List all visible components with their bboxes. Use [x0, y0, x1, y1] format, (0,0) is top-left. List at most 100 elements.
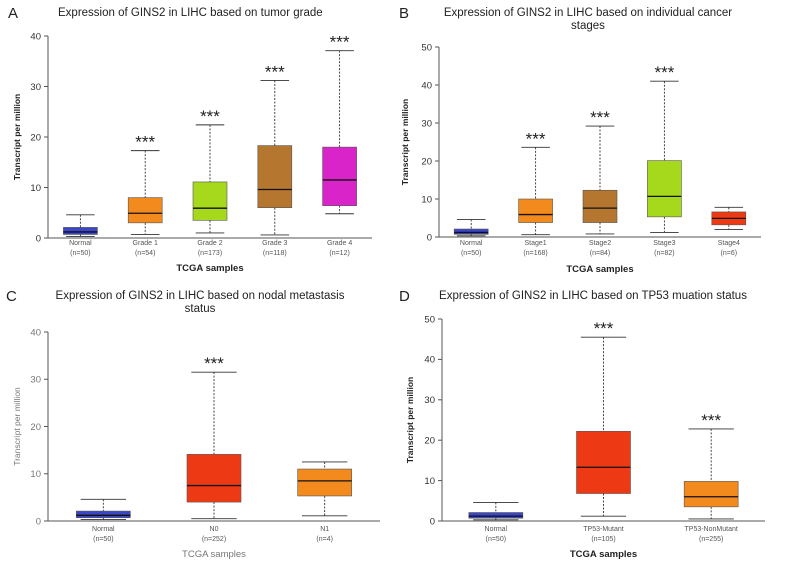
x-tick-sample-count: (n=105) [591, 536, 615, 543]
y-tick-label: 40 [30, 327, 41, 338]
box-iqr [322, 146, 357, 206]
x-tick-label: Grade 3 [262, 240, 287, 247]
y-tick-label: 30 [30, 82, 41, 93]
box-group: *** [257, 62, 293, 236]
x-axis-label: TCGA samples [182, 549, 246, 560]
significance-marker: *** [701, 411, 721, 430]
box-group: *** [186, 354, 242, 520]
x-tick-label: Normal [485, 526, 508, 533]
x-tick-sample-count: (n=54) [135, 250, 155, 257]
box-group: *** [127, 133, 163, 235]
x-axis-label: TCGA samples [176, 263, 243, 274]
x-axis-label: TCGA samples [570, 549, 637, 560]
boxplot-nodal-metastasis: C Expression of GINS2 in LIHC based on no… [6, 288, 380, 560]
significance-marker: *** [135, 133, 155, 152]
x-tick-sample-count: (n=252) [202, 536, 226, 543]
box-iqr [576, 431, 631, 494]
box-iqr [192, 181, 228, 221]
y-tick-label: 20 [421, 156, 432, 167]
chart-panel-c: C Expression of GINS2 in LIHC based on no… [0, 283, 392, 564]
y-axis-label: Transcript per million [12, 94, 22, 180]
significance-marker: *** [654, 63, 674, 82]
significance-marker: *** [204, 354, 224, 373]
box-group [76, 498, 131, 521]
y-tick-label: 50 [421, 42, 432, 53]
x-axis-label: TCGA samples [566, 264, 633, 275]
box-group [711, 206, 747, 230]
x-tick-sample-count: (n=6) [721, 250, 738, 257]
box-iqr [297, 468, 352, 497]
x-tick-label: Grade 4 [327, 240, 352, 247]
box-group: *** [683, 411, 739, 520]
x-tick-label: N1 [320, 526, 329, 533]
x-tick-sample-count: (n=4) [316, 536, 333, 543]
box-iqr [186, 454, 242, 503]
significance-marker: *** [590, 108, 610, 127]
panel-letter: D [399, 288, 410, 305]
x-tick-sample-count: (n=50) [461, 250, 481, 257]
significance-marker: *** [526, 129, 546, 148]
chart-title: Expression of GINS2 in LIHC based on nod… [56, 290, 345, 315]
box-iqr [127, 197, 163, 224]
x-tick-label: Stage3 [653, 240, 675, 247]
box-iqr [683, 481, 739, 508]
x-tick-label: TP53-NonMutant [685, 526, 738, 533]
y-tick-label: 10 [30, 469, 41, 480]
x-tick-sample-count: (n=84) [590, 250, 610, 257]
box-group: *** [647, 63, 682, 233]
significance-marker: *** [200, 107, 220, 126]
x-tick-label: Stage2 [589, 240, 611, 247]
x-tick-label: Stage1 [525, 240, 547, 247]
chart-title: Expression of GINS2 in LIHC based on ind… [444, 7, 732, 32]
x-tick-sample-count: (n=118) [263, 250, 287, 257]
x-tick-label: Grade 2 [197, 240, 222, 247]
significance-marker: *** [265, 62, 285, 81]
box-iqr [582, 189, 618, 223]
box-group [297, 461, 352, 517]
box-group [63, 214, 98, 237]
y-tick-label: 40 [30, 31, 41, 42]
panel-letter: A [8, 5, 18, 22]
y-tick-label: 30 [421, 118, 432, 129]
y-tick-label: 0 [36, 516, 41, 527]
y-tick-label: 30 [30, 375, 41, 386]
x-tick-sample-count: (n=50) [486, 536, 506, 543]
y-axis-label: Transcript per million [12, 387, 22, 466]
x-tick-label: Stage4 [718, 240, 740, 247]
box-iqr [76, 510, 131, 518]
x-tick-sample-count: (n=50) [70, 250, 90, 257]
box-iqr [647, 160, 682, 218]
x-tick-label: N0 [210, 526, 219, 533]
y-tick-label: 40 [424, 355, 435, 366]
x-tick-sample-count: (n=50) [93, 536, 113, 543]
panel-letter: C [6, 288, 17, 305]
box-group [453, 219, 489, 237]
y-tick-label: 10 [424, 476, 435, 487]
boxplot-tumor-grade: A Expression of GINS2 in LIHC based on tu… [8, 5, 372, 274]
y-tick-label: 40 [421, 80, 432, 91]
y-tick-label: 20 [30, 422, 41, 433]
box-group [468, 501, 524, 521]
y-tick-label: 20 [424, 436, 435, 447]
y-tick-label: 0 [36, 233, 41, 244]
box-group: *** [582, 108, 618, 235]
x-tick-label: Normal [460, 240, 483, 247]
y-tick-label: 20 [30, 132, 41, 143]
x-tick-label: Grade 1 [133, 240, 158, 247]
x-tick-label: Normal [69, 240, 92, 247]
chart-panel-b: B Expression of GINS2 in LIHC based on in… [393, 0, 785, 282]
box-iqr [518, 198, 553, 223]
box-group: *** [576, 319, 631, 517]
x-tick-sample-count: (n=255) [699, 536, 723, 543]
x-tick-sample-count: (n=168) [523, 250, 547, 257]
box-iqr [453, 228, 489, 235]
chart-title: Expression of GINS2 in LIHC based on tum… [58, 7, 323, 19]
box-iqr [468, 512, 524, 519]
y-axis-label: Transcript per million [400, 99, 410, 185]
box-iqr [63, 227, 98, 235]
y-tick-label: 0 [430, 516, 435, 527]
x-tick-sample-count: (n=82) [654, 250, 674, 257]
y-tick-label: 30 [424, 395, 435, 406]
x-tick-label: TP53-Mutant [583, 526, 624, 533]
box-iqr [257, 145, 293, 209]
